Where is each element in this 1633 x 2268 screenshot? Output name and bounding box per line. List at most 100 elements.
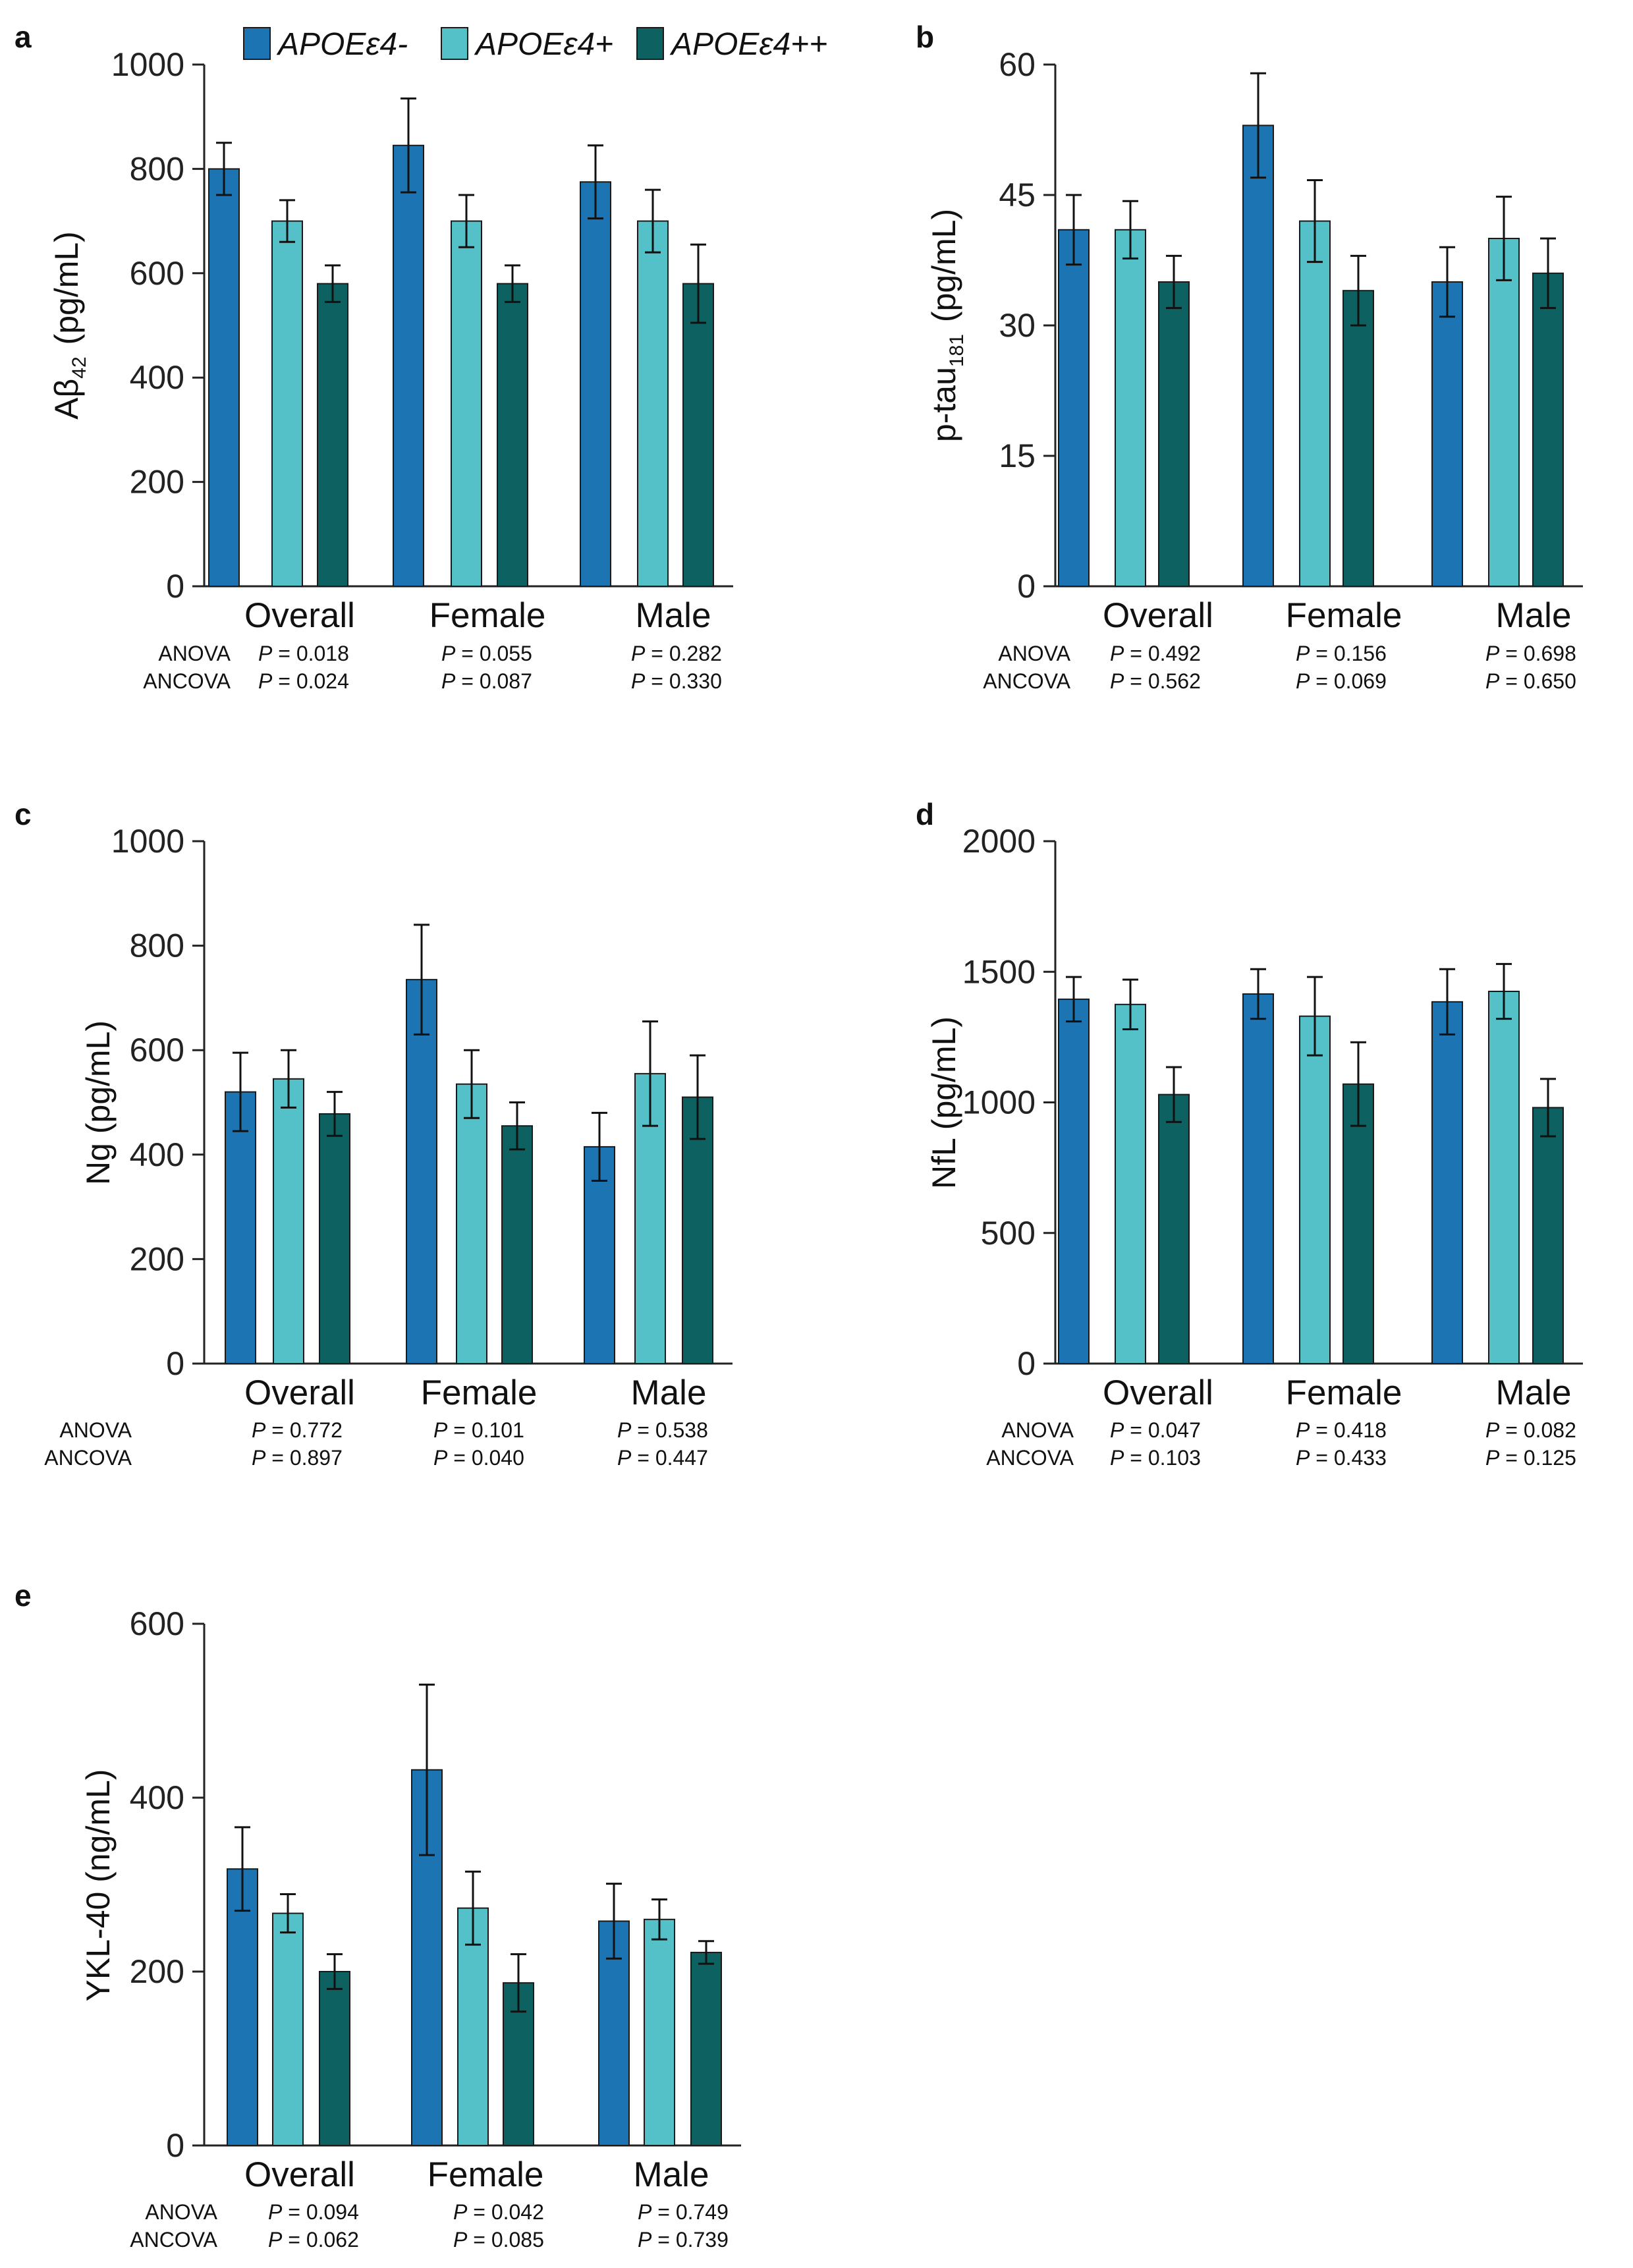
category-label: Male [1496,596,1572,635]
bar [501,1125,533,1365]
y-axis-title: NfL (pg/mL) [926,1016,962,1189]
y-tick-label: 400 [130,1136,184,1173]
category-label: Male [636,596,711,635]
legend-label: APOEε4- [276,27,408,62]
y-axis-title: Ng (pg/mL) [80,1020,117,1185]
bar [1431,1001,1463,1365]
category-label: Overall [244,596,355,635]
category-label: Female [1286,1373,1402,1412]
y-tick-label: 0 [1017,568,1036,605]
bar [393,144,424,587]
y-tick-label: 1000 [111,46,184,83]
bar [1115,1003,1146,1364]
bar [271,220,303,588]
panel-d: d 0 500 1000 1500 2000 NfL (pg/mL) Overall Femal… [916,797,1583,1470]
y-tick-label: 0 [166,2127,184,2164]
y-axis-title: Aβ42 (pg/mL) [48,231,90,420]
bar [644,1918,675,2147]
panel-letter: c [14,797,32,831]
y-tick-label: 0 [166,568,184,605]
panel-letter: b [916,20,934,54]
anova-p-value: P = 0.101 [433,1418,524,1442]
category-label: Male [631,1373,707,1412]
anova-p-value: P = 0.418 [1296,1418,1387,1442]
ancova-p-value: P = 0.562 [1110,669,1201,693]
bar [317,283,348,587]
y-tick-label: 0 [1017,1345,1036,1382]
bar [272,1912,304,2147]
y-axis-title: p-tau181 (pg/mL) [926,209,968,442]
ancova-p-value: P = 0.103 [1110,1446,1201,1470]
bar [1532,1107,1564,1365]
anova-p-value: P = 0.055 [441,642,532,665]
ancova-p-value: P = 0.040 [433,1446,524,1470]
panel-b: b 0 15 30 45 60 p-tau181 (pg/mL) Overall Female M… [916,20,1583,693]
legend-swatch [243,27,271,60]
ancova-row-label: ANCOVA [130,2228,217,2252]
bar [319,1113,350,1365]
bar [1242,124,1274,587]
ancova-row-label: ANCOVA [986,1446,1074,1470]
ancova-p-value: P = 0.330 [631,669,722,693]
anova-row-label: ANOVA [158,642,231,665]
ancova-row-label: ANCOVA [983,669,1070,693]
ancova-row-label: ANCOVA [143,669,231,693]
anova-row-label: ANOVA [998,642,1070,665]
panel-letter: d [916,797,934,831]
category-label: Female [429,596,546,635]
bar [225,1091,256,1364]
y-tick-label: 600 [130,255,184,292]
ancova-p-value: P = 0.087 [441,669,532,693]
bar [637,220,669,588]
anova-row-label: ANOVA [59,1418,132,1442]
bar [1342,1083,1374,1364]
y-tick-label: 1500 [962,953,1036,990]
legend-item: APOEε4- [243,27,408,62]
y-tick-label: 600 [130,1605,184,1642]
bar [584,1146,615,1365]
anova-p-value: P = 0.047 [1110,1418,1201,1442]
legend-label: APOEε4++ [669,27,827,62]
anova-p-value: P = 0.156 [1296,642,1387,665]
ancova-p-value: P = 0.024 [258,669,349,693]
panel-e: e 0 200 400 600 YKL-40 (ng/mL) Overall Female Ma… [14,1578,741,2252]
ancova-p-value: P = 0.897 [252,1446,343,1470]
anova-p-value: P = 0.094 [268,2200,359,2224]
bar [1299,1015,1331,1364]
bar [1158,1093,1190,1364]
y-tick-label: 400 [130,1779,184,1816]
bar [682,283,714,587]
bar [1242,993,1274,1364]
ancova-p-value: P = 0.433 [1296,1446,1387,1470]
anova-p-value: P = 0.698 [1485,642,1576,665]
y-tick-label: 800 [130,150,184,187]
anova-row-label: ANOVA [145,2200,217,2224]
ancova-p-value: P = 0.447 [617,1446,708,1470]
ancova-p-value: P = 0.062 [268,2228,359,2252]
category-label: Overall [244,1373,355,1412]
bar [1488,238,1520,587]
bar [456,1083,487,1364]
y-tick-label: 800 [130,927,184,964]
category-label: Female [1286,596,1402,635]
y-tick-label: 400 [130,359,184,396]
y-tick-label: 60 [999,46,1036,83]
bar [208,168,240,587]
bar [451,220,482,588]
bar [497,283,528,587]
y-tick-label: 200 [130,1240,184,1277]
bar [1058,229,1090,587]
anova-p-value: P = 0.538 [617,1418,708,1442]
ancova-p-value: P = 0.739 [638,2228,729,2252]
y-tick-label: 600 [130,1032,184,1068]
anova-p-value: P = 0.492 [1110,642,1201,665]
y-tick-label: 200 [130,464,184,501]
ancova-p-value: P = 0.069 [1296,669,1387,693]
ancova-p-value: P = 0.125 [1485,1446,1576,1470]
legend-item: APOEε4++ [636,27,827,62]
bar [1342,290,1374,587]
y-tick-label: 200 [130,1953,184,1990]
legend-item: APOEε4+ [441,27,613,62]
ancova-p-value: P = 0.650 [1485,669,1576,693]
category-label: Overall [1103,596,1213,635]
